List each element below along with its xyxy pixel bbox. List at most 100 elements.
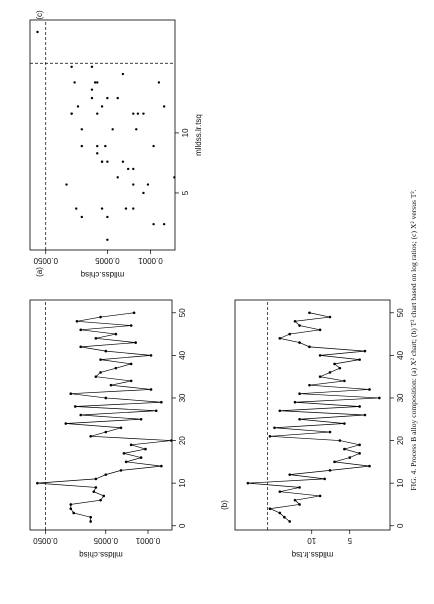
x-tick-label: 30 — [178, 393, 187, 402]
scatter-point — [100, 105, 104, 108]
scatter-point — [65, 183, 68, 186]
scatter-point — [132, 183, 135, 186]
scatter-point — [146, 183, 150, 186]
x-tick-label: 50 — [396, 308, 405, 317]
data-point — [132, 311, 136, 315]
data-point — [160, 400, 163, 404]
scatter-point — [116, 176, 119, 179]
panel-label: (b) — [220, 500, 229, 510]
data-point — [343, 379, 346, 383]
data-point — [129, 443, 133, 447]
data-point — [79, 345, 83, 349]
data-point — [308, 345, 311, 349]
y-tick-label: 5 — [347, 536, 352, 545]
scatter-point — [152, 222, 155, 226]
data-point — [328, 469, 332, 472]
series-line — [37, 312, 172, 522]
data-point — [104, 430, 108, 434]
x-tick-label: 10 — [178, 478, 187, 487]
data-point — [283, 515, 286, 519]
data-point — [363, 413, 367, 417]
data-point — [139, 417, 143, 421]
data-point — [298, 503, 301, 506]
data-point — [122, 452, 126, 455]
x-tick-label: 40 — [396, 350, 405, 359]
data-point — [104, 473, 108, 476]
scatter-point — [162, 105, 166, 108]
data-point — [36, 481, 39, 485]
data-point — [328, 371, 332, 374]
data-point — [298, 392, 301, 396]
scatter-point — [96, 81, 99, 84]
data-point — [79, 413, 83, 417]
plot-frame — [29, 19, 176, 251]
data-point — [170, 439, 173, 442]
scatter-point — [142, 112, 145, 115]
data-point — [149, 388, 153, 391]
plot-frame — [29, 299, 173, 531]
data-point — [124, 460, 128, 464]
data-point — [114, 366, 118, 370]
data-point — [298, 417, 301, 421]
series-line — [247, 312, 380, 522]
scatter-point — [106, 96, 109, 100]
plot-frame — [234, 299, 391, 531]
data-point — [368, 388, 371, 391]
data-point — [338, 366, 342, 370]
scatter-point — [173, 176, 176, 179]
data-point — [89, 520, 92, 523]
data-point — [94, 375, 98, 378]
data-point — [92, 490, 96, 493]
scatter-point — [100, 207, 104, 210]
data-point — [129, 379, 133, 383]
data-point — [288, 473, 292, 476]
data-point — [246, 481, 250, 485]
scatter-point — [90, 88, 94, 91]
data-point — [323, 477, 326, 481]
data-point — [144, 447, 147, 451]
figure-body: FIG. 4. Process B alloy composition: (a)… — [29, 10, 418, 559]
y-tick-label: 0.0001 — [138, 256, 163, 265]
data-point — [358, 443, 361, 447]
data-point — [358, 452, 361, 455]
scatter-point — [162, 222, 166, 226]
data-point — [89, 515, 92, 519]
scatter-point — [106, 238, 109, 241]
data-point — [154, 409, 158, 413]
data-point — [298, 486, 301, 489]
y-tick-label: 0.0050 — [33, 256, 58, 265]
x-tick-label: 20 — [396, 436, 405, 445]
y-tick-label: 10 — [307, 536, 316, 545]
data-point — [318, 494, 322, 498]
scatter-point — [157, 81, 161, 84]
y-axis-label: mlldss.chisq — [79, 550, 123, 559]
data-point — [268, 434, 272, 438]
data-point — [308, 383, 311, 387]
data-point — [99, 358, 102, 361]
scatter-point — [96, 152, 99, 155]
data-point — [64, 422, 68, 425]
scatter-point — [76, 105, 80, 108]
scatter-point — [75, 207, 78, 210]
x-tick-label: 10 — [181, 128, 190, 137]
x-axis-label: mlldss.lr.tsq — [194, 114, 203, 156]
data-point — [368, 464, 371, 468]
data-point — [278, 337, 282, 340]
data-point — [102, 494, 106, 498]
x-tick-label: 10 — [396, 478, 405, 487]
data-point — [104, 349, 108, 353]
scatter-point — [121, 72, 125, 76]
scatter-point — [96, 144, 99, 148]
data-point — [318, 354, 322, 357]
scatter-point — [142, 191, 145, 195]
scatter-point — [96, 112, 99, 115]
data-point — [160, 464, 163, 468]
scatter-point — [136, 112, 140, 115]
data-point — [94, 337, 98, 340]
data-point — [358, 358, 361, 361]
scatter-point — [132, 167, 135, 171]
data-point — [134, 341, 137, 344]
data-point — [73, 405, 77, 408]
data-point — [75, 319, 79, 323]
x-tick-label: 30 — [396, 393, 405, 402]
